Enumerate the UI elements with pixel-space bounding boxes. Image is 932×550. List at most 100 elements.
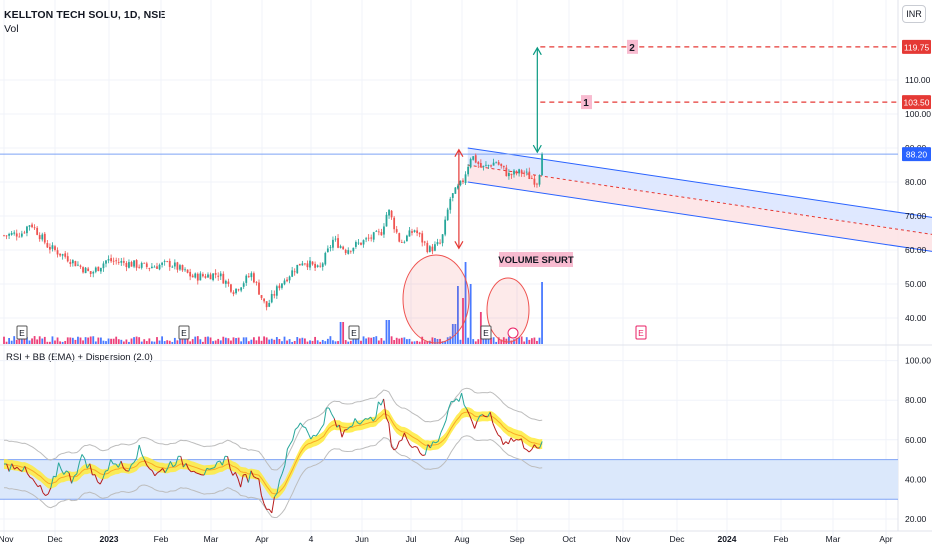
volume-bar — [393, 340, 396, 344]
volume-bar — [321, 339, 324, 344]
bb-lower-line — [4, 435, 543, 519]
chart-legend: KELLTON TECH SOLU, 1D, NSE Vol — [4, 8, 165, 36]
candle-body — [120, 261, 123, 263]
volume-bar — [268, 339, 271, 344]
rsi-line-segment — [435, 441, 439, 444]
rsi-line-segment — [39, 485, 44, 493]
volume-bar — [247, 341, 250, 344]
target-price-tag: 119.75 — [904, 42, 930, 52]
volume-bar — [530, 338, 533, 344]
candle-body — [41, 234, 44, 240]
volume-bar — [275, 337, 278, 344]
volume-bar — [523, 341, 526, 344]
volume-bar — [406, 339, 408, 344]
rsi-line-segment — [247, 470, 252, 483]
time-axis-label: 4 — [309, 534, 314, 544]
volume-bar — [487, 339, 490, 344]
volume-bar — [173, 337, 176, 344]
volume-bar — [158, 340, 161, 344]
ema-line — [4, 411, 543, 495]
volume-bar — [492, 337, 495, 344]
projection-arrow-head-top — [532, 46, 542, 56]
candle-body — [207, 274, 209, 278]
candle-body — [446, 209, 449, 221]
rsi-line-segment — [209, 467, 213, 470]
volume-bar — [84, 337, 87, 344]
volume-bar — [49, 341, 51, 344]
candle-body — [349, 250, 352, 252]
volume-bar — [59, 341, 61, 344]
rsi-line-segment — [271, 496, 275, 514]
volume-bar — [235, 338, 237, 344]
rsi-line-segment — [331, 413, 335, 419]
volume-bar — [311, 340, 314, 344]
candle-body — [413, 230, 416, 232]
rsi-line-segment — [453, 398, 457, 403]
rsi-line-segment — [29, 476, 33, 480]
volume-bar — [457, 286, 459, 344]
candle-body — [380, 232, 383, 236]
volume-bar — [342, 322, 345, 344]
earnings-marker-label: E — [351, 328, 357, 338]
candle-body — [5, 235, 8, 237]
candle-body — [326, 248, 329, 252]
candle-body — [510, 173, 513, 176]
volume-bar — [46, 341, 49, 344]
rsi-line-segment — [221, 456, 226, 466]
rsi-line-segment — [494, 429, 499, 436]
candle-body — [270, 293, 273, 303]
rsi-line-segment — [50, 476, 54, 488]
rsi-line-segment — [505, 441, 509, 445]
rsi-axis-label: 40.00 — [905, 474, 927, 484]
volume-bar — [360, 340, 362, 344]
volume-bar — [61, 341, 64, 344]
volume-bar — [92, 336, 95, 344]
candle-body — [163, 261, 166, 262]
candle-body — [54, 246, 56, 251]
volume-bar — [120, 339, 123, 344]
candle-body — [71, 260, 74, 264]
volume-bar — [179, 337, 181, 344]
candle-body — [102, 263, 105, 269]
rsi-line-segment — [159, 468, 163, 472]
rsi-line-segment — [73, 473, 78, 477]
volume-bar — [250, 339, 253, 344]
rsi-line-segment — [401, 432, 405, 441]
candle-body — [515, 171, 518, 174]
candle-body — [301, 263, 304, 266]
rsi-line-segment — [502, 441, 507, 446]
candle-body — [61, 254, 64, 256]
candle-body — [273, 294, 276, 296]
volume-bar — [265, 337, 268, 344]
volume-bar — [533, 337, 536, 344]
rsi-line-segment — [513, 439, 517, 442]
rsi-line-segment — [243, 473, 246, 476]
time-axis-label: Jun — [355, 534, 369, 544]
candle-body — [43, 233, 46, 243]
candle-body — [49, 246, 51, 250]
rsi-line-segment — [162, 468, 166, 473]
rsi-line-segment — [276, 479, 281, 494]
rsi-line-segment — [534, 444, 538, 449]
candle-body — [250, 273, 253, 278]
rsi-line-segment — [284, 448, 288, 466]
candle-body — [181, 265, 184, 271]
volume-bar — [130, 338, 133, 344]
rsi-line-segment — [42, 492, 46, 496]
candle-body — [342, 246, 345, 250]
rsi-line-segment — [99, 478, 104, 485]
volume-bar — [66, 337, 69, 344]
volume-bar — [454, 324, 457, 344]
rsi-line-segment — [63, 470, 67, 475]
candle-body — [426, 242, 429, 253]
candle-body — [372, 232, 375, 240]
currency-button[interactable]: INR — [902, 5, 926, 23]
volume-bar — [209, 337, 212, 344]
candle-body — [344, 249, 347, 254]
volume-label: Vol — [4, 23, 19, 35]
rsi-line-segment — [45, 493, 49, 497]
volume-bar — [314, 336, 316, 344]
candle-body — [383, 226, 385, 235]
rsi-line-segment — [375, 401, 379, 418]
